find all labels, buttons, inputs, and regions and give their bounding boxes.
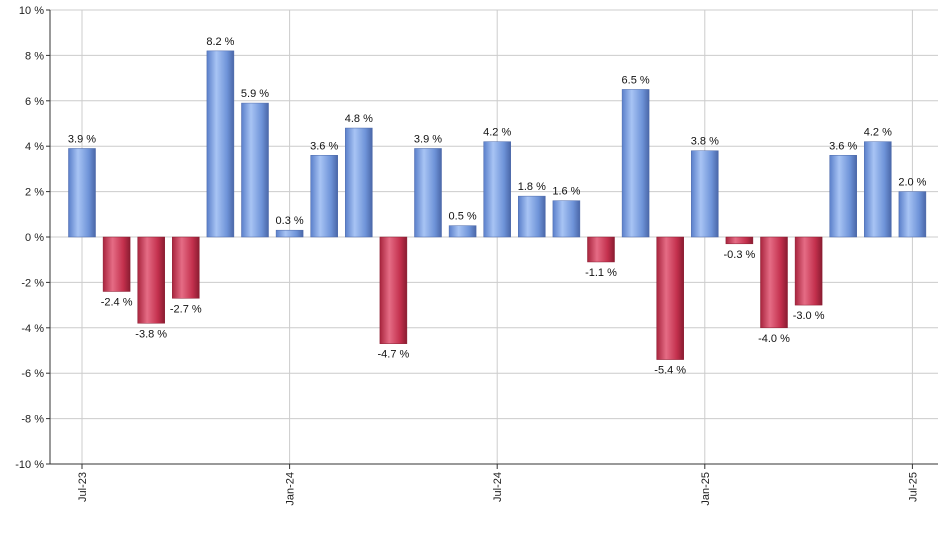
data-label: 4.8 %: [345, 113, 373, 125]
bar-Apr-24: [379, 236, 408, 344]
data-label: -4.0 %: [758, 333, 790, 345]
bar-Mar-25: [760, 236, 788, 329]
data-label: 6.5 %: [622, 74, 650, 86]
bar-Nov-24: [621, 89, 650, 238]
data-label: 3.9 %: [68, 133, 96, 145]
data-label: 3.8 %: [691, 136, 719, 148]
x-tick-label: Jul-25: [907, 472, 919, 502]
bar-Jan-24: [275, 229, 304, 238]
data-label: -0.3 %: [724, 249, 756, 261]
data-label: -1.1 %: [585, 267, 617, 279]
x-tick-label: Jan-25: [700, 472, 712, 506]
y-tick-label: -10 %: [15, 459, 44, 471]
y-tick-label: -4 %: [21, 323, 44, 335]
bar-Oct-23: [172, 236, 200, 299]
data-label: 3.6 %: [310, 140, 338, 152]
bars: [68, 50, 927, 360]
data-label: 4.2 %: [864, 127, 892, 139]
bar-Jan-25: [691, 150, 719, 238]
bar-May-24: [414, 148, 442, 238]
labels: 10 % 8 % 6 % 4 % 2 % 0 % -2 % -4 % -6 % -8 % -10 %…: [15, 5, 926, 506]
bar-Mar-24: [345, 127, 373, 238]
x-tick-label: Jan-24: [285, 472, 297, 506]
x-tick-label: Jul-24: [492, 472, 504, 502]
bar-Sep-24: [552, 200, 581, 238]
x-tick-label: Jul-23: [77, 472, 89, 502]
bar-Jul-25: [898, 191, 927, 238]
bar-Feb-24: [310, 155, 338, 238]
data-label: -2.7 %: [170, 303, 202, 315]
axes: [46, 9, 938, 469]
bar-Jul-24: [483, 141, 511, 238]
data-label: -3.8 %: [135, 328, 167, 340]
bar-May-25: [829, 155, 857, 238]
bar-Dec-23: [241, 102, 269, 238]
y-tick-label: 8 %: [25, 50, 44, 62]
bar-Dec-24: [656, 236, 684, 360]
data-label: 0.3 %: [276, 215, 304, 227]
bar-Oct-24: [587, 236, 615, 263]
data-label: 4.2 %: [483, 127, 511, 139]
y-tick-label: -6 %: [21, 368, 44, 380]
data-label: 1.6 %: [552, 186, 580, 198]
data-label: 1.8 %: [518, 181, 546, 193]
y-tick-label: 10 %: [19, 5, 44, 17]
y-tick-label: -2 %: [21, 277, 44, 289]
y-tick-label: 0 %: [25, 232, 44, 244]
data-label: -2.4 %: [101, 296, 133, 308]
data-label: -4.7 %: [378, 349, 410, 361]
data-label: 5.9 %: [241, 88, 269, 100]
bar-Jun-24: [448, 225, 477, 238]
bar-Feb-25: [725, 236, 754, 245]
y-tick-label: 4 %: [25, 141, 44, 153]
bar-Aug-23: [102, 236, 131, 292]
bar-Jun-25: [864, 141, 892, 238]
data-label: -5.4 %: [654, 365, 686, 377]
y-tick-label: 6 %: [25, 96, 44, 108]
data-label: 3.9 %: [414, 133, 442, 145]
y-tick-label: 2 %: [25, 187, 44, 199]
bar-Sep-23: [137, 236, 165, 324]
data-label: 8.2 %: [206, 36, 234, 48]
bar-Jul-23: [68, 148, 96, 238]
bar-Aug-24: [518, 195, 546, 238]
data-label: 2.0 %: [898, 177, 926, 189]
bar-Apr-25: [794, 236, 823, 306]
data-label: -3.0 %: [793, 310, 825, 322]
bar-Nov-23: [206, 50, 235, 238]
data-label: 0.5 %: [449, 211, 477, 223]
data-label: 3.6 %: [829, 140, 857, 152]
y-tick-label: -8 %: [21, 414, 44, 426]
